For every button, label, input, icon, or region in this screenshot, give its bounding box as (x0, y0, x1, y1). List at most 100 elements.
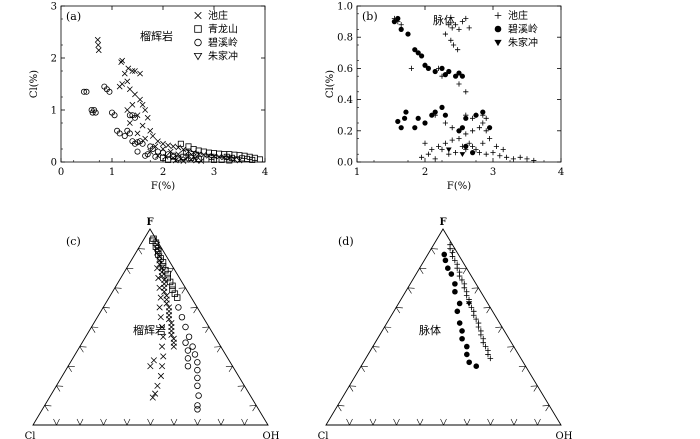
panel-d-edge-tick (430, 248, 439, 255)
panel-b-legend-label: 池庄 (508, 9, 528, 22)
panel-b-point (497, 153, 503, 159)
panel-b-point (500, 146, 506, 153)
panel-b-point (419, 154, 425, 160)
panel-c-point (152, 239, 160, 246)
panel-b-point (476, 125, 482, 131)
panel-b-y-tick-label: 0.8 (337, 33, 353, 44)
panel-a-point (139, 140, 146, 147)
panel-d-edge-tick (542, 405, 550, 412)
panel-a-point (129, 68, 136, 74)
panel-a-point (175, 154, 182, 161)
panel-c-point (194, 406, 201, 413)
panel-c-point (155, 274, 162, 282)
panel-b-point (436, 143, 442, 149)
panel-a-point (182, 149, 189, 156)
panel-c-point (165, 316, 173, 323)
panel-d-point (447, 245, 453, 252)
panel-a-point (126, 86, 133, 93)
panel-a-point (218, 156, 225, 163)
panel-a-point (165, 142, 171, 149)
panel-b-point (473, 146, 479, 153)
panel-c-point (169, 286, 176, 293)
panel-b-point (487, 125, 493, 131)
panel-c-point (160, 333, 167, 340)
panel-b-point (470, 128, 476, 134)
panel-a-caption: 榴辉岩 (140, 29, 173, 43)
panel-a-point (256, 156, 263, 163)
panel-a-point (175, 144, 182, 151)
panel-c-point (194, 359, 201, 366)
panel-d-point (475, 324, 482, 330)
panel-d-edge-tick (530, 385, 538, 392)
panel-b-y-tick-label: 0.6 (337, 64, 353, 75)
panel-b-point (449, 25, 455, 31)
panel-c-point (185, 333, 193, 340)
panel-b-point (449, 125, 455, 131)
panel-b-x-tick-label: 4 (558, 167, 564, 178)
panel-c-point (166, 278, 174, 286)
panel-a-point (152, 153, 159, 160)
panel-c-edge-tick (53, 418, 60, 426)
panel-b-point (453, 150, 459, 156)
panel-c-point (149, 394, 156, 401)
panel-a-point (124, 78, 131, 85)
panel-d-edge-tick (440, 418, 447, 426)
panel-a-point (160, 140, 166, 147)
panel-b-x-tick-label: 2 (422, 167, 428, 178)
panel-c-edge-tick (90, 326, 99, 333)
panel-a-x-tick-label: 0 (58, 167, 64, 178)
panel-c-edge-tick (225, 365, 234, 373)
panel-d-edge-tick (510, 418, 518, 426)
panel-b-point (459, 73, 465, 79)
panel-c-edge-tick (44, 405, 52, 412)
panel-b-point (463, 15, 469, 22)
panel-d-point (452, 281, 458, 287)
panel-a-point (142, 152, 149, 159)
panel-c-point (158, 323, 166, 331)
panel-c-point (194, 374, 201, 382)
panel-b-y-tick-label: 0.2 (337, 126, 353, 137)
panel-d-tag: (d) (338, 235, 354, 248)
panel-a-legend-label: 朱家冲 (208, 50, 238, 63)
panel-b-point (470, 143, 476, 149)
panel-b-point (456, 26, 462, 32)
panel-c-edge-tick (100, 418, 107, 426)
panel-c-point (159, 259, 167, 266)
panel-b-point (405, 31, 411, 37)
panel-b-x-tick-label: 1 (354, 167, 360, 178)
panel-b-point (442, 112, 448, 118)
panel-b-point (459, 125, 465, 131)
panel-b-point (439, 146, 445, 153)
panel-a-point (126, 130, 133, 137)
panel-d-edge-tick (507, 346, 515, 353)
panel-b-point (412, 125, 418, 131)
panel-c-vertex-right-label: OH (263, 431, 280, 439)
panel-b-tag: (b) (362, 10, 378, 23)
panel-a-point (208, 153, 215, 160)
panel-d-point (456, 300, 463, 307)
panel-c-edge-tick (126, 267, 134, 275)
panel-a-point (228, 154, 235, 161)
panel-c-edge-tick (79, 346, 87, 353)
panel-d-edge-tick (463, 418, 471, 426)
panel-a-point (149, 145, 156, 152)
panel-a-point (121, 132, 128, 139)
panel-b-point (463, 131, 469, 137)
panel-d-point (454, 265, 460, 271)
panel-c-point (157, 294, 164, 301)
panel-a-point (142, 107, 149, 113)
panel-d-edge-tick (346, 418, 353, 426)
panel-b-point (398, 22, 404, 28)
panel-c-edge-tick (217, 418, 225, 426)
panel-b-point (446, 22, 452, 28)
panel-a-point (137, 96, 143, 103)
panel-c-point (152, 243, 160, 250)
panel-d-point (465, 301, 473, 307)
panel-a-point (106, 88, 113, 95)
panel-a-point (139, 101, 146, 108)
panel-b-point (446, 68, 452, 75)
panel-a-legend-label: 碧溪岭 (208, 36, 238, 49)
panel-a-point (80, 88, 87, 95)
panel-d-edge-tick (393, 418, 400, 426)
panel-d-edge-tick (360, 365, 368, 373)
